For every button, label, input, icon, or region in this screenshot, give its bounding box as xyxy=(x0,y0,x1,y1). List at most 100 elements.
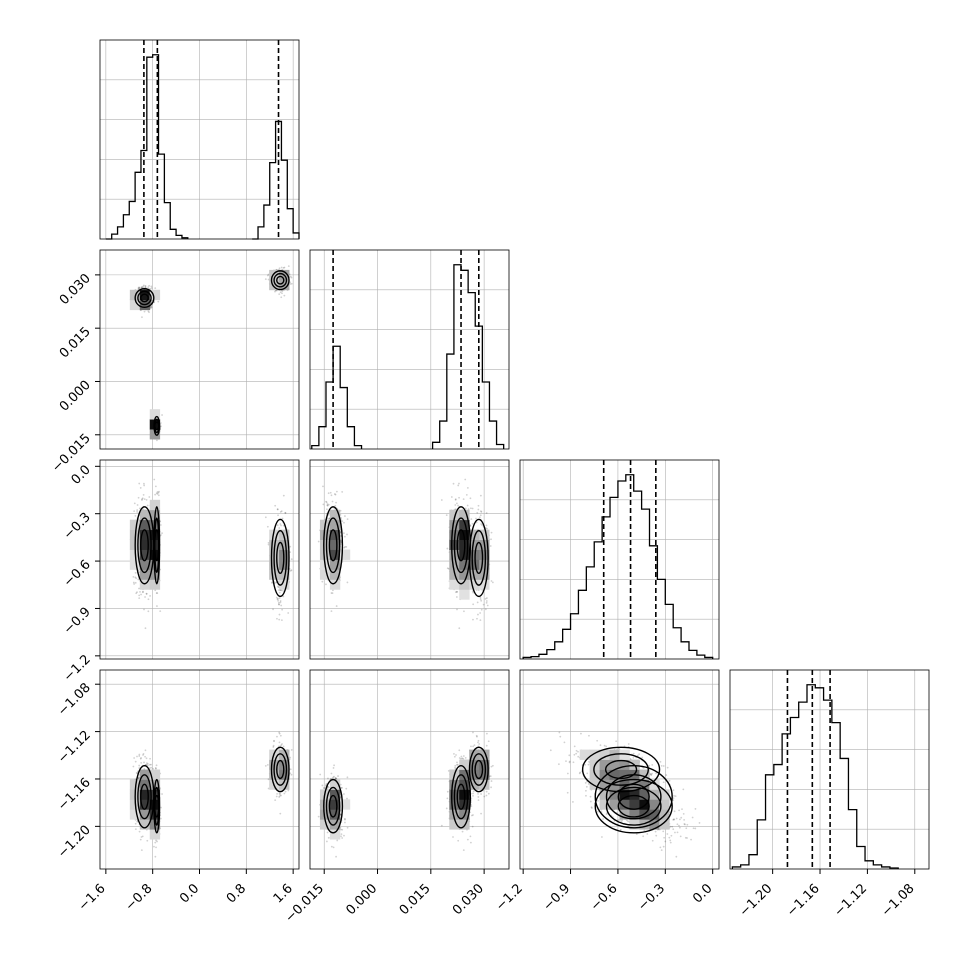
contour-line xyxy=(140,293,149,303)
scatter-point xyxy=(271,581,274,584)
scatter-point xyxy=(331,500,334,503)
scatter-point xyxy=(325,500,327,503)
scatter-point xyxy=(133,510,136,513)
scatter-point xyxy=(284,511,287,514)
scatter-point xyxy=(341,491,344,493)
scatter-point xyxy=(137,578,140,581)
histogram-frame xyxy=(309,249,510,450)
scatter-point xyxy=(159,610,162,613)
scatter-point xyxy=(289,283,292,285)
scatter-point xyxy=(147,598,150,601)
scatter-point xyxy=(280,266,283,269)
scatter-point xyxy=(328,517,331,520)
density-cell xyxy=(269,269,280,281)
scatter-point xyxy=(485,524,488,527)
scatter-point xyxy=(283,294,286,297)
scatter-point xyxy=(139,590,141,593)
scatter-point xyxy=(469,524,472,527)
scatter-point xyxy=(132,581,135,584)
scatter-point xyxy=(279,601,282,604)
scatter-point xyxy=(136,511,138,513)
scatter-point xyxy=(289,545,292,548)
scatter-point xyxy=(457,484,460,487)
scatter-point xyxy=(138,287,141,289)
scatter-point xyxy=(476,511,479,514)
scatter-point xyxy=(284,512,287,514)
scatter-point xyxy=(485,601,488,604)
scatter-point xyxy=(136,591,138,594)
scatter-point xyxy=(327,503,330,506)
scatter-point xyxy=(447,567,450,570)
density-cell xyxy=(459,569,470,580)
scatter-point xyxy=(333,493,336,495)
scatter-point xyxy=(145,593,148,595)
scatter-point xyxy=(140,286,143,289)
scatter-point xyxy=(141,316,143,319)
scatter-point xyxy=(489,545,492,547)
contour-line xyxy=(137,517,152,574)
scatter-point xyxy=(267,278,270,281)
scatter-point xyxy=(278,613,281,616)
scatter-point xyxy=(282,595,285,598)
scatter-point xyxy=(146,504,149,507)
scatter-point xyxy=(471,507,474,510)
scatter-point xyxy=(345,545,348,548)
density-cell xyxy=(139,289,151,301)
density-cell xyxy=(149,579,161,590)
contour-line xyxy=(134,287,155,308)
scatter-panel-3-2 xyxy=(309,459,510,660)
scatter-point xyxy=(264,516,267,519)
density-cell xyxy=(479,559,490,570)
histogram-panel-4 xyxy=(729,669,930,870)
scatter-point xyxy=(149,307,152,309)
scatter-point xyxy=(276,617,278,620)
scatter-point xyxy=(147,310,150,313)
histogram-step-line xyxy=(105,54,300,240)
density-cell xyxy=(319,569,331,580)
scatter-point xyxy=(150,285,153,288)
scatter-point xyxy=(457,504,459,507)
scatter-point xyxy=(464,478,467,481)
scatter-point xyxy=(476,601,479,604)
scatter-point xyxy=(340,541,343,544)
scatter-point xyxy=(276,508,279,511)
scatter-point xyxy=(156,605,158,607)
contour-line xyxy=(153,506,161,585)
scatter-point xyxy=(280,510,283,513)
scatter-point xyxy=(276,524,279,527)
scatter-point xyxy=(484,608,487,611)
scatter-point xyxy=(141,498,143,501)
scatter-frame xyxy=(99,249,300,450)
contour-line xyxy=(154,529,160,562)
scatter-point xyxy=(267,273,270,276)
scatter-point xyxy=(278,267,281,270)
density-cell xyxy=(279,559,290,570)
scatter-point xyxy=(330,592,333,594)
scatter-point xyxy=(279,291,282,294)
scatter-point xyxy=(343,546,345,549)
scatter-point xyxy=(466,504,469,507)
scatter-point xyxy=(481,524,484,527)
scatter-point xyxy=(277,599,279,602)
scatter-point xyxy=(346,581,349,584)
density-cell xyxy=(279,539,290,550)
scatter-point xyxy=(281,517,284,520)
scatter-point xyxy=(134,514,137,517)
density-cell xyxy=(449,559,460,570)
scatter-point xyxy=(150,305,152,308)
scatter-point xyxy=(142,493,145,496)
scatter-point xyxy=(161,414,163,416)
scatter-point xyxy=(281,608,284,611)
scatter-point xyxy=(325,583,327,586)
contour-line xyxy=(270,518,290,598)
scatter-point xyxy=(278,591,281,594)
scatter-point xyxy=(161,532,163,535)
scatter-point xyxy=(287,265,290,268)
scatter-point xyxy=(277,514,279,517)
scatter-point xyxy=(276,585,279,588)
density-cell xyxy=(329,539,341,550)
scatter-point xyxy=(282,267,285,269)
scatter-point xyxy=(153,478,156,481)
scatter-point xyxy=(144,285,147,288)
scatter-point xyxy=(274,290,276,293)
